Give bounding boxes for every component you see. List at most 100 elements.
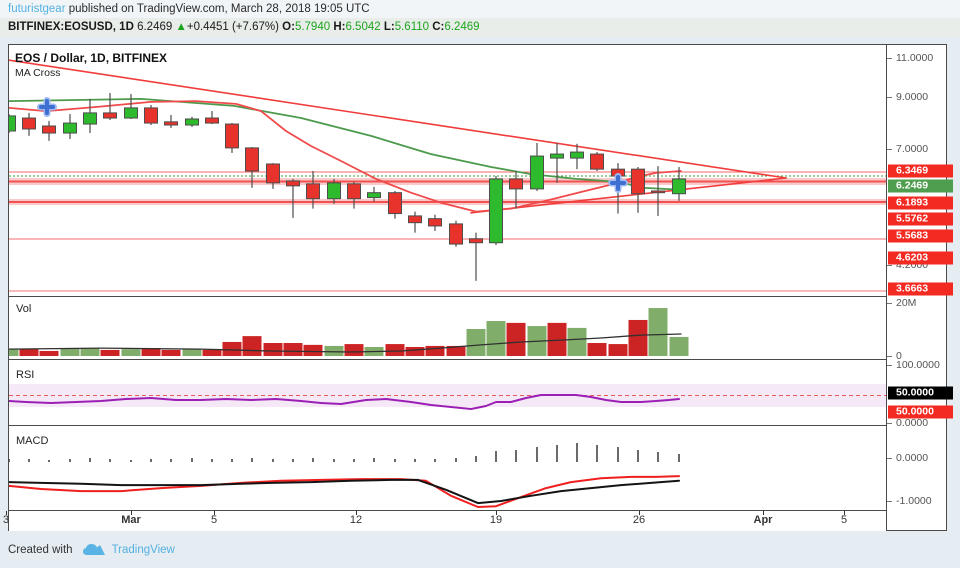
candle-body <box>530 155 544 190</box>
time-label: 5 <box>210 514 218 526</box>
axis-tick <box>887 97 892 98</box>
volume-ma-line <box>9 333 682 353</box>
candle-body <box>590 153 604 170</box>
macd-pane-label: MACD <box>16 435 49 447</box>
rsi-pane-label: RSI <box>16 369 35 381</box>
volume-bar <box>39 350 59 356</box>
rsi-pane-canvas <box>9 384 886 410</box>
open-value: 5.7940 <box>294 21 331 33</box>
volume-bar <box>587 343 607 356</box>
axis-label: 0.0000 <box>896 417 929 429</box>
volume-bar <box>608 344 628 356</box>
axis-label: 100.0000 <box>896 359 940 371</box>
price-pane <box>9 45 886 296</box>
tradingview-logo-icon <box>82 544 105 555</box>
candle-body <box>245 147 259 172</box>
time-tick <box>131 511 132 515</box>
time-label: 12 <box>349 514 363 526</box>
volume-pane <box>9 297 886 359</box>
volume-bar <box>141 348 161 356</box>
volume-bar <box>385 344 405 356</box>
volume-bar <box>9 349 19 356</box>
time-label: 3 <box>2 514 10 526</box>
close-value: 6.2469 <box>444 21 480 33</box>
time-tick <box>356 511 357 515</box>
axis-label: -1.0000 <box>896 495 932 507</box>
price-pane-canvas <box>9 59 886 292</box>
candle-body <box>9 115 16 132</box>
symbol-name: BITFINEX:EOSUSD, 1D <box>8 21 134 33</box>
axis-tick <box>887 356 892 357</box>
high-value: 6.5042 <box>345 21 381 33</box>
volume-bar <box>324 345 344 356</box>
pane-divider[interactable] <box>9 425 886 426</box>
pane-divider[interactable] <box>9 359 886 360</box>
candle-body <box>42 125 56 134</box>
low-label: L: <box>383 21 395 33</box>
axis-label: 0.0000 <box>896 452 929 464</box>
author-link[interactable]: futuristgear <box>8 3 66 15</box>
axis-tick <box>887 458 892 459</box>
time-label: Apr <box>753 514 773 526</box>
volume-bar <box>344 344 364 356</box>
price-axis[interactable]: 11.0000 9.0000 7.0000 4.2000 20M 0 100.0000 0.0… <box>886 45 953 530</box>
price-badge: 3.6663 <box>888 282 953 296</box>
candle-body <box>489 178 503 244</box>
candle-body <box>63 122 77 134</box>
candle-body <box>22 117 36 130</box>
trendline <box>470 177 787 214</box>
macd-line <box>9 478 680 505</box>
candle-body <box>225 123 239 149</box>
pane-divider[interactable] <box>9 296 886 297</box>
macd-pane-canvas <box>9 443 680 508</box>
low-value: 5.6110 <box>394 21 430 33</box>
ma-cross-marker <box>608 173 628 193</box>
candle-body <box>83 112 97 125</box>
axis-label: 7.0000 <box>896 143 929 155</box>
volume-bar <box>303 344 323 356</box>
chart-container: EOS / Dollar, 1D, BITFINEX MA Cross Vol … <box>3 44 953 531</box>
macd-pane <box>9 427 886 510</box>
volume-pane-label: Vol <box>16 303 32 315</box>
axis-label: 0 <box>896 350 902 362</box>
symbol-bar: BITFINEX:EOSUSD, 1D 6.2469 ▲+0.4451 (+7.… <box>0 18 960 37</box>
volume-bar <box>405 346 425 356</box>
price-badge: 5.5683 <box>888 229 953 243</box>
candle-body <box>449 223 463 245</box>
macd-histogram <box>9 443 680 462</box>
candle-body <box>428 218 442 227</box>
time-tick <box>639 511 640 515</box>
time-axis[interactable]: 3 Mar 5 12 19 26 Apr 5 <box>3 510 886 531</box>
volume-bar <box>425 345 445 356</box>
candle-body <box>651 190 665 194</box>
candlestick-series <box>9 92 686 281</box>
volume-bar <box>628 319 648 356</box>
candle-body <box>631 168 645 195</box>
chart-title-block: EOS / Dollar, 1D, BITFINEX MA Cross <box>15 51 167 79</box>
volume-bar <box>466 328 486 356</box>
high-label: H: <box>333 21 346 33</box>
axis-tick <box>887 303 892 304</box>
publish-bar: futuristgear published on TradingView.co… <box>0 0 960 18</box>
axis-tick <box>887 423 892 424</box>
tradingview-link[interactable]: TradingView <box>111 544 175 556</box>
volume-bar <box>182 349 202 356</box>
chart-title: EOS / Dollar, 1D, BITFINEX <box>15 51 168 65</box>
axis-tick <box>887 149 892 150</box>
open-label: O: <box>282 21 295 33</box>
axis-label: 9.0000 <box>896 91 929 103</box>
candle-body <box>469 238 483 244</box>
candle-body <box>286 180 300 187</box>
volume-bar <box>80 348 100 356</box>
time-tick <box>496 511 497 515</box>
volume-bar <box>121 349 141 356</box>
axis-tick <box>887 365 892 366</box>
volume-bar <box>161 349 181 356</box>
volume-bar <box>242 336 262 356</box>
candle-body <box>266 163 280 184</box>
volume-bar <box>283 343 303 356</box>
candle-body <box>144 107 158 124</box>
candle-body <box>509 178 523 190</box>
axis-tick <box>887 265 892 266</box>
price-badge: 5.5762 <box>888 212 953 226</box>
